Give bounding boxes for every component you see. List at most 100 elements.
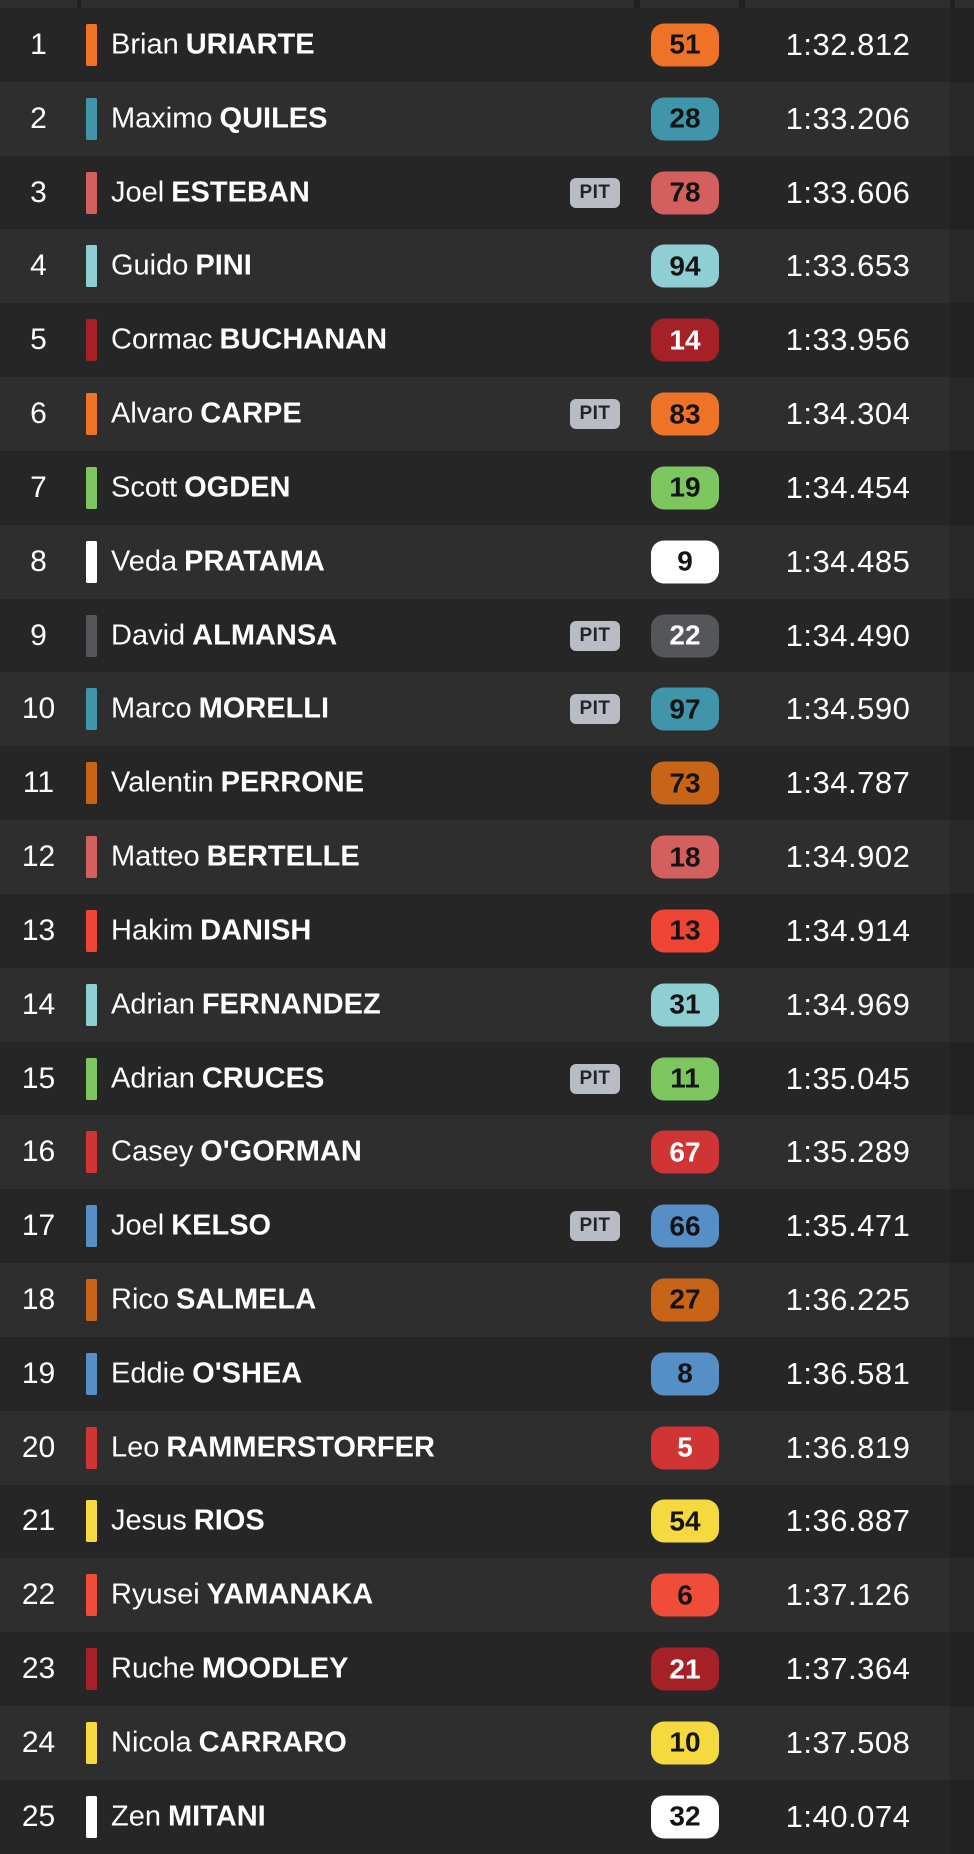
position-number: 13 — [21, 913, 56, 947]
rider-row[interactable]: 20 Leo RAMMERSTORFER 5 1:36.819 — [0, 1410, 974, 1485]
rider-name: Zen MITANI — [111, 1800, 266, 1833]
rider-number-badge: 9 — [651, 540, 719, 584]
rider-number-badge: 51 — [651, 23, 719, 67]
rider-row[interactable]: 17 Joel KELSO PIT 66 1:35.471 — [0, 1189, 974, 1264]
rider-number-badge: 94 — [651, 244, 719, 288]
team-color-bar — [86, 614, 97, 657]
rider-number-badge: 27 — [651, 1278, 719, 1322]
rider-first-name: David — [111, 619, 186, 652]
position-number: 6 — [30, 397, 47, 431]
rider-row[interactable]: 3 Joel ESTEBAN PIT 78 1:33.606 — [0, 155, 974, 230]
position-number: 17 — [21, 1209, 56, 1243]
rider-row[interactable]: 23 Ruche MOODLEY 21 1:37.364 — [0, 1632, 974, 1707]
rider-first-name: Veda — [111, 545, 178, 578]
rider-first-name: Brian — [111, 28, 179, 61]
pit-badge: PIT — [570, 1211, 620, 1242]
rider-row[interactable]: 9 David ALMANSA PIT 22 1:34.490 — [0, 598, 974, 673]
lap-time: 1:36.225 — [785, 1281, 911, 1317]
rider-name: Veda PRATAMA — [111, 545, 325, 578]
rider-row[interactable]: 7 Scott OGDEN 19 1:34.454 — [0, 450, 974, 525]
lap-time: 1:33.206 — [785, 100, 911, 136]
rider-row[interactable]: 14 Adrian FERNANDEZ 31 1:34.969 — [0, 967, 974, 1042]
rider-number-badge: 32 — [651, 1795, 719, 1839]
rider-last-name: O'SHEA — [192, 1357, 303, 1390]
rider-row[interactable]: 8 Veda PRATAMA 9 1:34.485 — [0, 524, 974, 599]
rider-number-badge: 18 — [651, 835, 719, 879]
rider-last-name: KELSO — [171, 1209, 272, 1242]
rider-row[interactable]: 13 Hakim DANISH 13 1:34.914 — [0, 893, 974, 968]
rider-row[interactable]: 15 Adrian CRUCES PIT 11 1:35.045 — [0, 1041, 974, 1116]
team-color-bar — [86, 1648, 97, 1691]
team-color-bar — [86, 983, 97, 1026]
rider-row[interactable]: 4 Guido PINI 94 1:33.653 — [0, 229, 974, 304]
lap-time: 1:34.304 — [785, 396, 911, 432]
position-number: 4 — [30, 249, 47, 283]
rider-first-name: Scott — [111, 471, 178, 504]
rider-number-badge: 22 — [651, 614, 719, 658]
header-col-position — [0, 0, 77, 8]
rider-row[interactable]: 11 Valentin PERRONE 73 1:34.787 — [0, 746, 974, 821]
rider-first-name: Alvaro — [111, 397, 194, 430]
rider-number-badge: 97 — [651, 687, 719, 731]
rider-number-badge: 6 — [651, 1573, 719, 1617]
rider-row[interactable]: 25 Zen MITANI 32 1:40.074 — [0, 1779, 974, 1854]
lap-time: 1:34.490 — [785, 617, 911, 653]
rider-first-name: Adrian — [111, 1062, 195, 1094]
header-gap — [739, 0, 745, 8]
rider-name: Casey O'GORMAN — [111, 1136, 362, 1169]
rider-first-name: Hakim — [111, 914, 194, 947]
rider-row[interactable]: 1 Brian URIARTE 51 1:32.812 — [0, 8, 974, 82]
team-color-bar — [86, 1574, 97, 1617]
rider-number-badge: 31 — [651, 983, 719, 1027]
rider-last-name: PERRONE — [220, 766, 365, 799]
rider-row[interactable]: 10 Marco MORELLI PIT 97 1:34.590 — [0, 672, 974, 747]
lap-time: 1:33.606 — [785, 174, 911, 210]
rider-last-name: O'GORMAN — [200, 1135, 362, 1168]
team-color-bar — [86, 319, 97, 362]
lap-time: 1:34.590 — [785, 691, 911, 727]
pit-badge: PIT — [570, 177, 620, 208]
rider-name: Adrian FERNANDEZ — [111, 988, 381, 1021]
rider-number-badge: 5 — [651, 1426, 719, 1470]
rider-row[interactable]: 19 Eddie O'SHEA 8 1:36.581 — [0, 1336, 974, 1411]
rider-name: Jesus RIOS — [111, 1505, 265, 1538]
team-color-bar — [86, 1721, 97, 1764]
header-col-time — [745, 0, 950, 8]
position-number: 21 — [21, 1504, 56, 1538]
lap-time: 1:37.508 — [785, 1724, 911, 1760]
rider-row[interactable]: 12 Matteo BERTELLE 18 1:34.902 — [0, 820, 974, 894]
rider-row[interactable]: 22 Ryusei YAMANAKA 6 1:37.126 — [0, 1558, 974, 1633]
rider-row[interactable]: 18 Rico SALMELA 27 1:36.225 — [0, 1263, 974, 1337]
rider-last-name: URIARTE — [185, 28, 315, 61]
rider-first-name: Rico — [111, 1283, 170, 1316]
pit-badge: PIT — [570, 620, 620, 651]
header-col-number — [640, 0, 739, 8]
rider-number-badge: 66 — [651, 1204, 719, 1248]
position-number: 8 — [30, 544, 47, 578]
team-color-bar — [86, 909, 97, 952]
rider-name: Guido PINI — [111, 250, 252, 283]
team-color-bar — [86, 1057, 97, 1100]
rider-last-name: RIOS — [193, 1504, 265, 1537]
rider-name: Leo RAMMERSTORFER — [111, 1431, 435, 1464]
rider-row[interactable]: 5 Cormac BUCHANAN 14 1:33.956 — [0, 303, 974, 378]
team-color-bar — [86, 1795, 97, 1838]
lap-time: 1:37.126 — [785, 1577, 911, 1613]
rider-last-name: CARPE — [200, 397, 302, 430]
rider-name: Joel ESTEBAN — [111, 176, 310, 209]
header-gap — [77, 0, 81, 8]
lap-time: 1:36.887 — [785, 1503, 911, 1539]
position-number: 11 — [22, 766, 55, 800]
rider-row[interactable]: 2 Maximo QUILES 28 1:33.206 — [0, 81, 974, 156]
rider-last-name: OGDEN — [184, 471, 291, 504]
rider-row[interactable]: 16 Casey O'GORMAN 67 1:35.289 — [0, 1115, 974, 1190]
rider-name: Joel KELSO — [111, 1210, 271, 1243]
rider-first-name: Ruche — [111, 1652, 195, 1685]
rider-row[interactable]: 21 Jesus RIOS 54 1:36.887 — [0, 1484, 974, 1559]
rider-last-name: YAMANAKA — [206, 1578, 374, 1611]
lap-time: 1:37.364 — [785, 1651, 911, 1687]
rider-row[interactable]: 6 Alvaro CARPE PIT 83 1:34.304 — [0, 377, 974, 451]
rider-first-name: Zen — [111, 1800, 161, 1833]
rider-row[interactable]: 24 Nicola CARRARO 10 1:37.508 — [0, 1706, 974, 1780]
lap-time: 1:33.653 — [785, 248, 911, 284]
